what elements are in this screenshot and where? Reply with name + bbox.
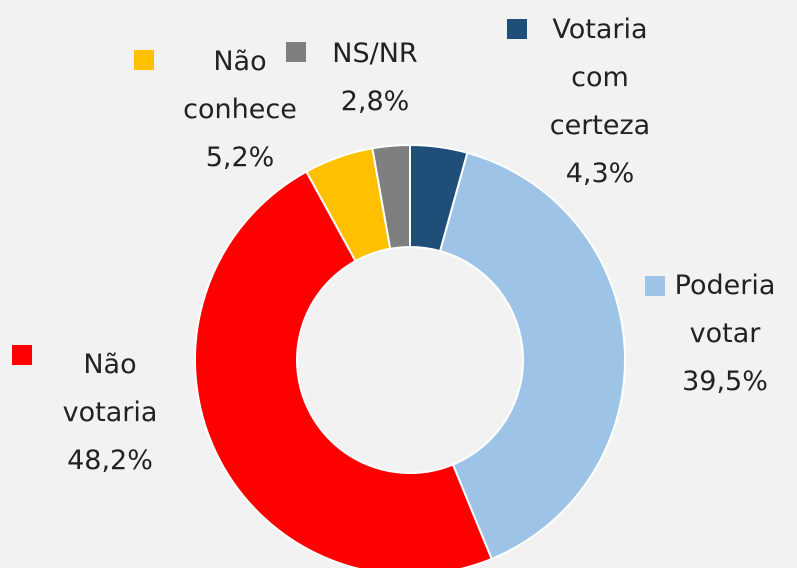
label-name: Poderia votar: [674, 270, 776, 349]
data-label: Não votaria 48,2%: [40, 341, 180, 485]
donut-segment: [438, 151, 626, 561]
data-label: Não conhece 5,2%: [170, 38, 310, 182]
donut-segment: [371, 143, 411, 250]
data-label: Poderia votar 39,5%: [650, 262, 797, 406]
data-label: Votaria com certeza 4,3%: [530, 6, 670, 198]
legend-swatch: [134, 50, 154, 70]
label-name: Não votaria: [62, 349, 158, 428]
label-value: 2,8%: [340, 86, 410, 117]
label-name: Votaria com certeza: [549, 14, 651, 141]
data-label: NS/NR 2,8%: [300, 30, 450, 126]
legend-swatch: [12, 345, 32, 365]
label-name: Não conhece: [183, 46, 297, 125]
label-name: NS/NR: [332, 38, 418, 69]
legend-swatch: [507, 19, 527, 39]
legend-swatch: [286, 42, 306, 62]
label-value: 48,2%: [67, 445, 153, 476]
donut-segment: [193, 170, 493, 568]
label-value: 5,2%: [205, 142, 275, 173]
legend-swatch: [645, 276, 665, 296]
label-value: 4,3%: [565, 158, 635, 189]
label-value: 39,5%: [682, 366, 768, 397]
